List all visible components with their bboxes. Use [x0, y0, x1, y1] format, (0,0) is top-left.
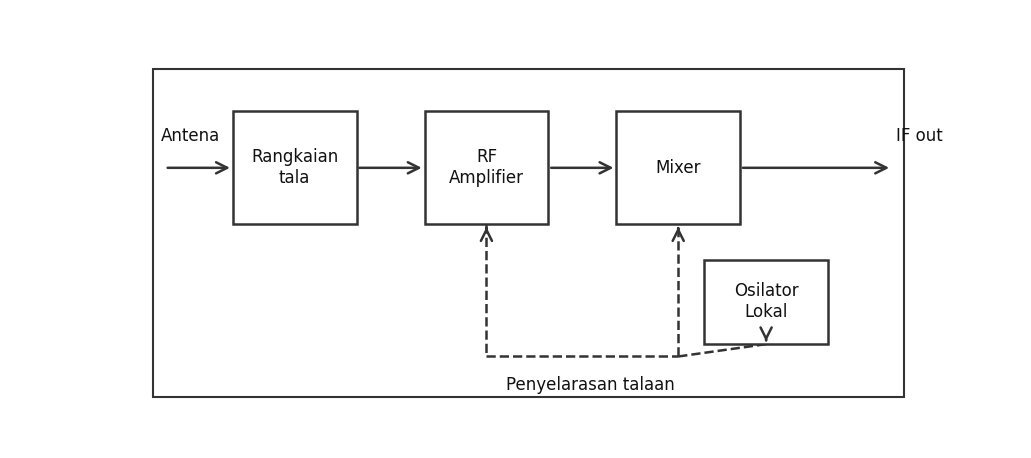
Bar [704, 260, 828, 344]
Bar [233, 111, 357, 224]
Text: IF out: IF out [896, 127, 942, 145]
Text: Antena: Antena [161, 127, 220, 145]
Text: Osilator
Lokal: Osilator Lokal [734, 283, 798, 321]
Bar [425, 111, 548, 224]
Text: Mixer: Mixer [656, 159, 701, 177]
Bar [617, 111, 740, 224]
Text: Penyelarasan talaan: Penyelarasan talaan [506, 376, 674, 394]
Text: Rangkaian
tala: Rangkaian tala [251, 148, 338, 187]
Text: RF
Amplifier: RF Amplifier [448, 148, 524, 187]
